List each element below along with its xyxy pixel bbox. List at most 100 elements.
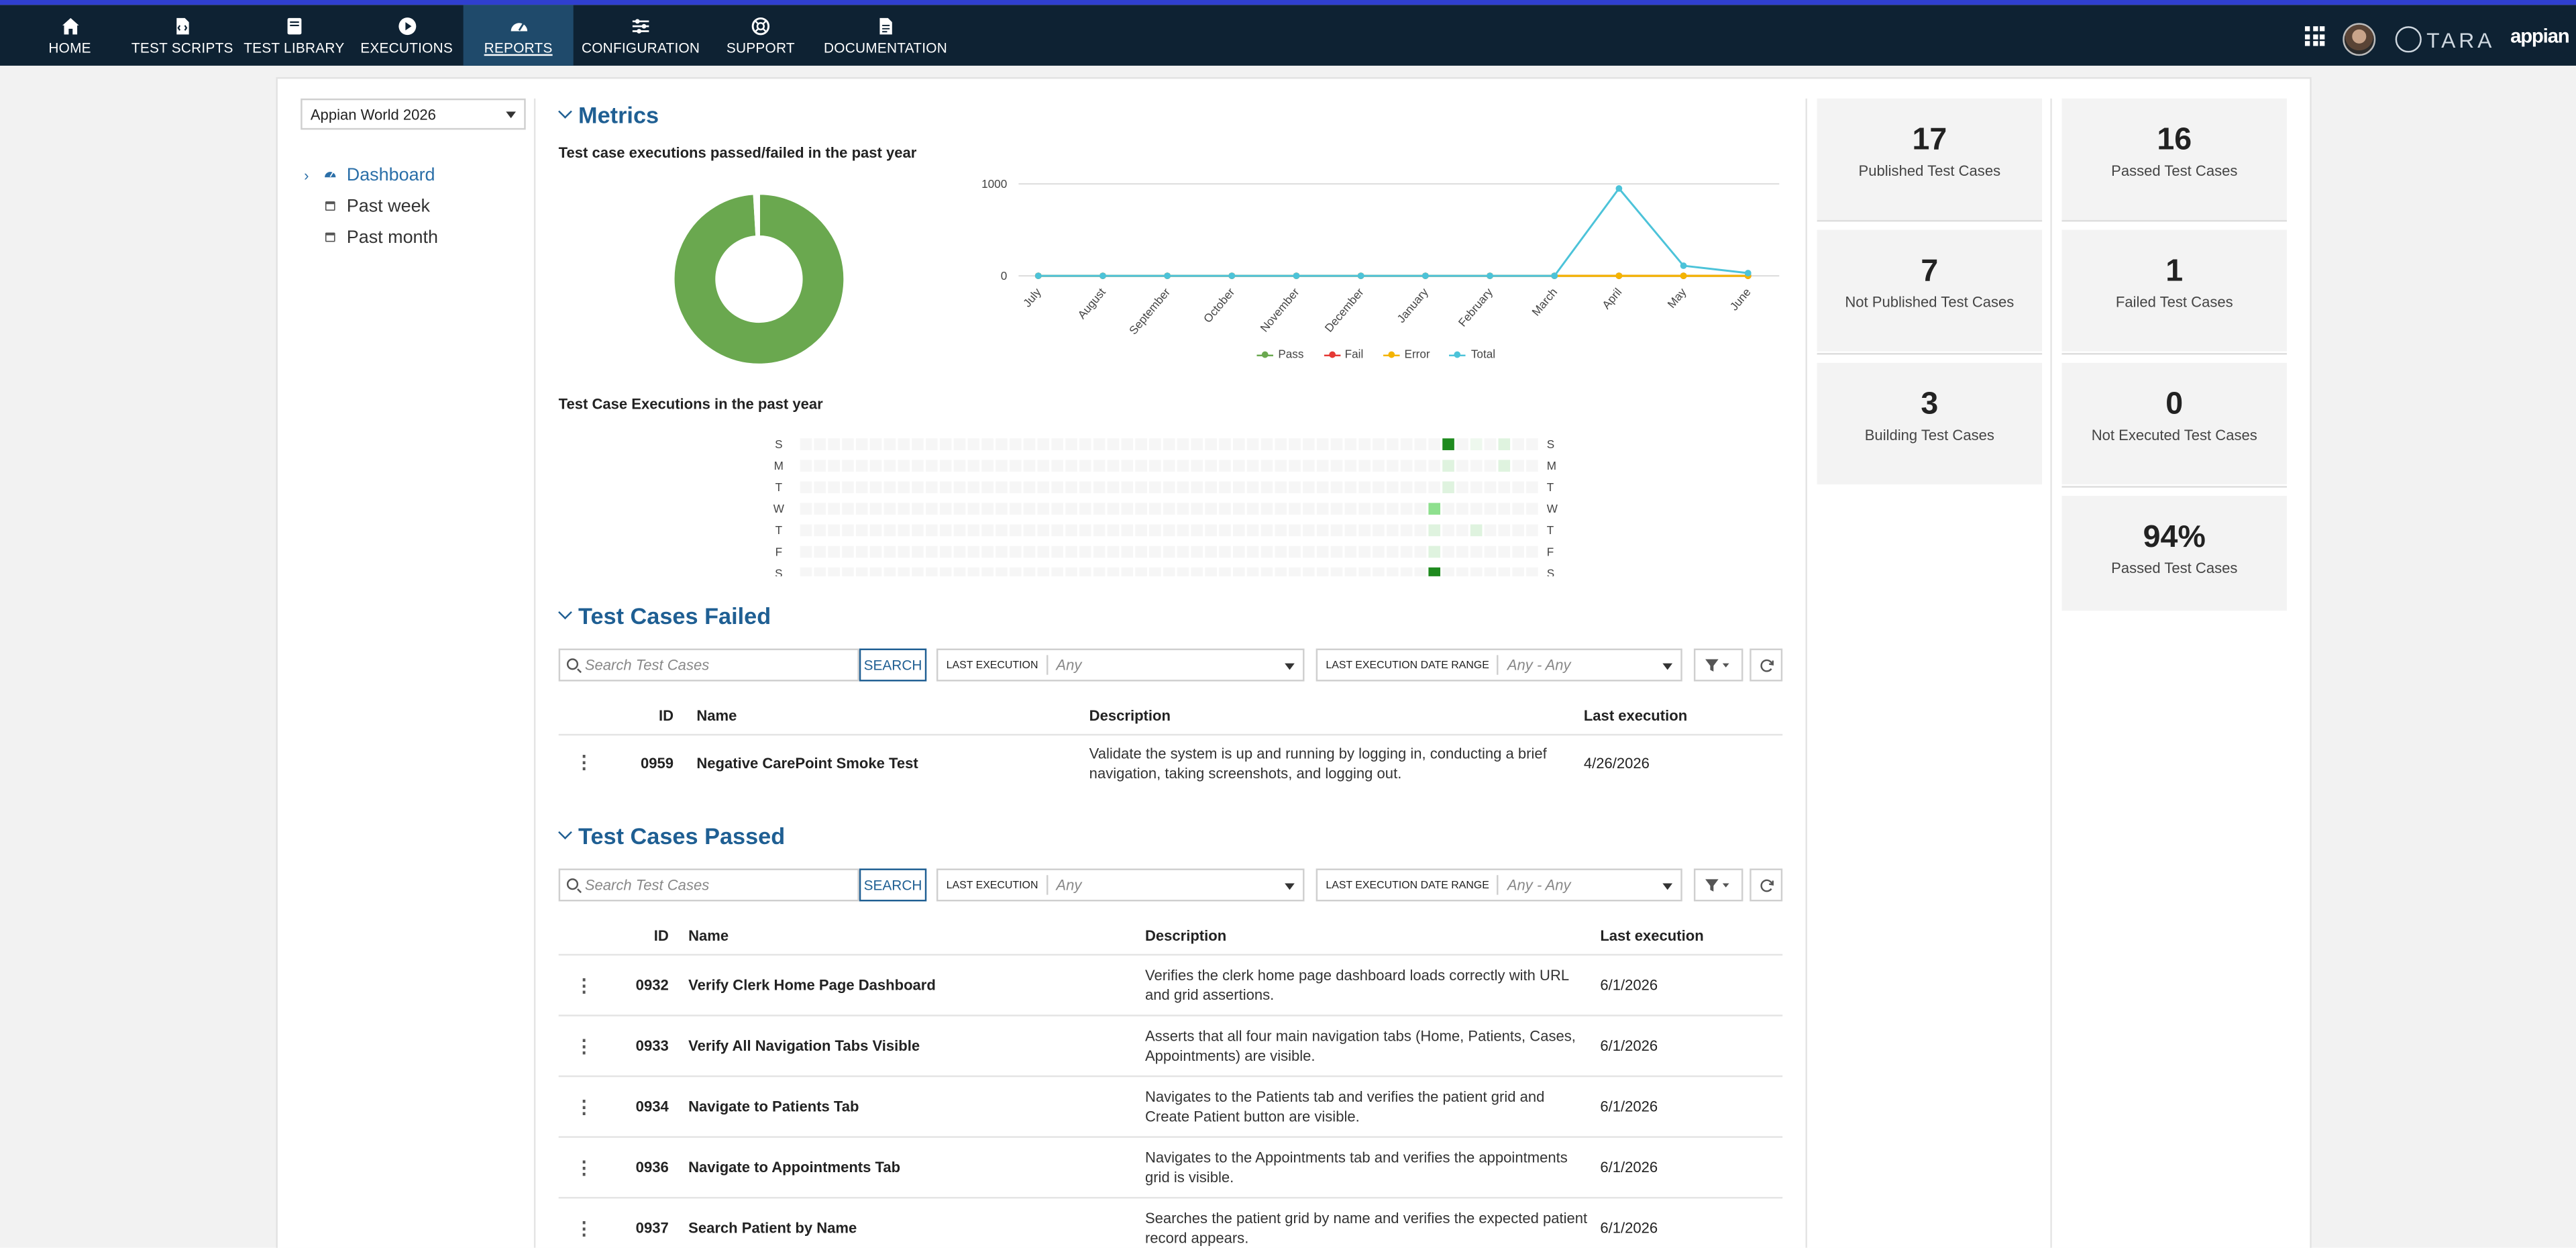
heatmap-cell[interactable]: [1330, 524, 1343, 537]
heatmap-cell[interactable]: [1344, 481, 1357, 494]
heatmap-cell[interactable]: [898, 567, 910, 576]
heatmap-cell[interactable]: [1386, 460, 1399, 472]
heatmap-cell[interactable]: [1065, 524, 1077, 537]
heatmap-cell[interactable]: [1246, 524, 1259, 537]
heatmap-cell[interactable]: [1121, 438, 1134, 450]
heatmap-cell[interactable]: [828, 503, 840, 515]
heatmap-cell[interactable]: [828, 567, 840, 576]
heatmap-cell[interactable]: [1330, 460, 1343, 472]
heatmap-cell[interactable]: [1456, 524, 1468, 537]
failed-search-input[interactable]: Search Test Cases: [558, 648, 859, 682]
heatmap-cell[interactable]: [1037, 460, 1050, 472]
heatmap-cell[interactable]: [1107, 503, 1120, 515]
heatmap-cell[interactable]: [1093, 567, 1106, 576]
heatmap-cell[interactable]: [1135, 481, 1147, 494]
heatmap-cell[interactable]: [1498, 545, 1511, 558]
heatmap-cell[interactable]: [898, 438, 910, 450]
heatmap-cell[interactable]: [1344, 438, 1357, 450]
point-total[interactable]: [1228, 272, 1236, 279]
table-row[interactable]: ⋮ 0936 Navigate to Appointments Tab Navi…: [558, 1136, 1783, 1197]
heatmap-cell[interactable]: [1484, 460, 1497, 472]
heatmap-cell[interactable]: [1289, 524, 1301, 537]
heatmap-cell[interactable]: [1093, 481, 1106, 494]
heatmap-cell[interactable]: [1260, 460, 1273, 472]
heatmap-cell[interactable]: [926, 438, 938, 450]
heatmap-cell[interactable]: [1205, 460, 1217, 472]
heatmap-cell[interactable]: [1330, 567, 1343, 576]
heatmap-cell[interactable]: [1079, 438, 1091, 450]
heatmap-cell[interactable]: [1246, 567, 1259, 576]
heatmap-cell[interactable]: [1177, 567, 1189, 576]
heatmap-cell[interactable]: [1289, 460, 1301, 472]
heatmap-cell[interactable]: [1442, 545, 1454, 558]
heatmap-cell[interactable]: [828, 545, 840, 558]
heatmap-cell[interactable]: [1051, 524, 1063, 537]
heatmap-cell[interactable]: [1498, 503, 1511, 515]
heatmap-cell[interactable]: [1260, 438, 1273, 450]
report-nav-dashboard[interactable]: › Dashboard: [301, 159, 438, 190]
heatmap-cell[interactable]: [1149, 438, 1161, 450]
heatmap-cell[interactable]: [1246, 503, 1259, 515]
heatmap-cell[interactable]: [842, 524, 854, 537]
heatmap-cell[interactable]: [967, 545, 980, 558]
heatmap-cell[interactable]: [981, 524, 994, 537]
heatmap-cell[interactable]: [1456, 460, 1468, 472]
heatmap-cell[interactable]: [1246, 438, 1259, 450]
heatmap-cell[interactable]: [1358, 545, 1371, 558]
heatmap-cell[interactable]: [1009, 481, 1022, 494]
heatmap-cell[interactable]: [967, 460, 980, 472]
heatmap-cell[interactable]: [1246, 545, 1259, 558]
heatmap-cell[interactable]: [1260, 567, 1273, 576]
heatmap-cell[interactable]: [1414, 438, 1427, 450]
heatmap-cell[interactable]: [1330, 545, 1343, 558]
heatmap-cell[interactable]: [1065, 460, 1077, 472]
failed-date-range-filter[interactable]: LAST EXECUTION DATE RANGE Any - Any: [1316, 648, 1682, 682]
heatmap-cell[interactable]: [1344, 524, 1357, 537]
point-error[interactable]: [1680, 272, 1687, 279]
heatmap-cell[interactable]: [1303, 438, 1315, 450]
heatmap-cell[interactable]: [1232, 567, 1245, 576]
heatmap-cell[interactable]: [1051, 545, 1063, 558]
heatmap-cell[interactable]: [1191, 503, 1203, 515]
heatmap-cell[interactable]: [1163, 460, 1175, 472]
heatmap-cell[interactable]: [967, 567, 980, 576]
point-error[interactable]: [1615, 272, 1623, 279]
table-row[interactable]: ⋮ 0933 Verify All Navigation Tabs Visibl…: [558, 1015, 1783, 1076]
col-name[interactable]: Name: [688, 927, 729, 945]
heatmap-cell[interactable]: [1121, 545, 1134, 558]
heatmap-cell[interactable]: [1470, 545, 1483, 558]
heatmap-cell[interactable]: [1093, 460, 1106, 472]
heatmap-cell[interactable]: [1316, 503, 1329, 515]
heatmap-cell[interactable]: [1065, 438, 1077, 450]
heatmap-cell[interactable]: [1358, 460, 1371, 472]
heatmap-cell[interactable]: [1023, 481, 1036, 494]
heatmap-cell[interactable]: [996, 481, 1008, 494]
heatmap-cell[interactable]: [1163, 503, 1175, 515]
heatmap-cell[interactable]: [1177, 481, 1189, 494]
heatmap-cell[interactable]: [1009, 503, 1022, 515]
heatmap-cell[interactable]: [939, 524, 952, 537]
heatmap-cell[interactable]: [1093, 503, 1106, 515]
point-total[interactable]: [1164, 272, 1171, 279]
heatmap-cell[interactable]: [1093, 438, 1106, 450]
heatmap-cell[interactable]: [1205, 481, 1217, 494]
heatmap-cell[interactable]: [800, 481, 812, 494]
heatmap-cell[interactable]: [1512, 545, 1524, 558]
heatmap-cell[interactable]: [842, 503, 854, 515]
kebab-menu-icon[interactable]: ⋮: [575, 976, 594, 996]
heatmap-cell[interactable]: [1121, 460, 1134, 472]
heatmap-cell[interactable]: [800, 545, 812, 558]
heatmap-cell[interactable]: [1526, 438, 1538, 450]
heatmap-cell[interactable]: [1009, 438, 1022, 450]
heatmap-cell[interactable]: [1205, 503, 1217, 515]
heatmap-cell[interactable]: [1498, 460, 1511, 472]
heatmap-cell[interactable]: [1191, 567, 1203, 576]
report-nav-past-month[interactable]: Past month: [301, 221, 438, 252]
heatmap-cell[interactable]: [869, 503, 882, 515]
heatmap-cell[interactable]: [1177, 503, 1189, 515]
heatmap-cell[interactable]: [981, 567, 994, 576]
heatmap-cell[interactable]: [1219, 481, 1231, 494]
heatmap-cell[interactable]: [1289, 567, 1301, 576]
heatmap-cell[interactable]: [1484, 545, 1497, 558]
donut-slice-passed[interactable]: [672, 193, 846, 366]
